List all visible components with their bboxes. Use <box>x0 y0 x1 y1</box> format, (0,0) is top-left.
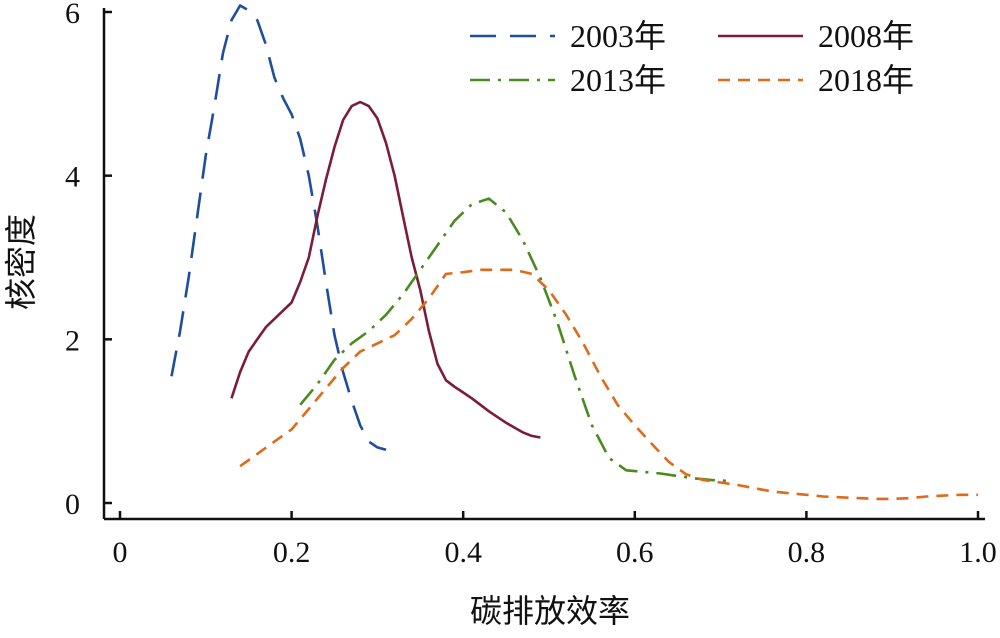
x-tick-label: 1.0 <box>959 536 997 569</box>
legend-label: 2013年 <box>570 62 666 98</box>
series-line-2008年 <box>230 100 541 439</box>
legend-item: 2003年 <box>470 18 666 54</box>
x-axis-title: 碳排放效率 <box>470 592 630 630</box>
series-line-2018年 <box>239 268 978 501</box>
legend: 2003年 2008年 2013年 2018年 <box>470 18 914 98</box>
y-tick-label: 6 <box>65 0 80 30</box>
y-axis-title: 核密度 <box>2 214 40 310</box>
legend-item: 2018年 <box>718 62 914 98</box>
y-tick-label: 4 <box>65 161 80 194</box>
series-line-2013年 <box>299 197 730 483</box>
series-line-2003年 <box>170 4 387 452</box>
legend-label: 2003年 <box>570 18 666 54</box>
x-tick-label: 0 <box>113 536 128 569</box>
y-tick-label: 0 <box>65 488 80 521</box>
y-tick-label: 2 <box>65 324 80 357</box>
legend-item: 2013年 <box>470 62 666 98</box>
x-tick-label: 0.4 <box>444 536 482 569</box>
legend-label: 2018年 <box>818 62 914 98</box>
x-tick-label: 0.6 <box>616 536 654 569</box>
axes: 0 0.2 0.4 0.6 0.8 1.0 0 2 4 6 <box>65 0 997 569</box>
series-lines <box>170 4 978 501</box>
legend-item: 2008年 <box>718 18 914 54</box>
x-tick-label: 0.8 <box>788 536 826 569</box>
x-tick-label: 0.2 <box>273 536 311 569</box>
legend-label: 2008年 <box>818 18 914 54</box>
